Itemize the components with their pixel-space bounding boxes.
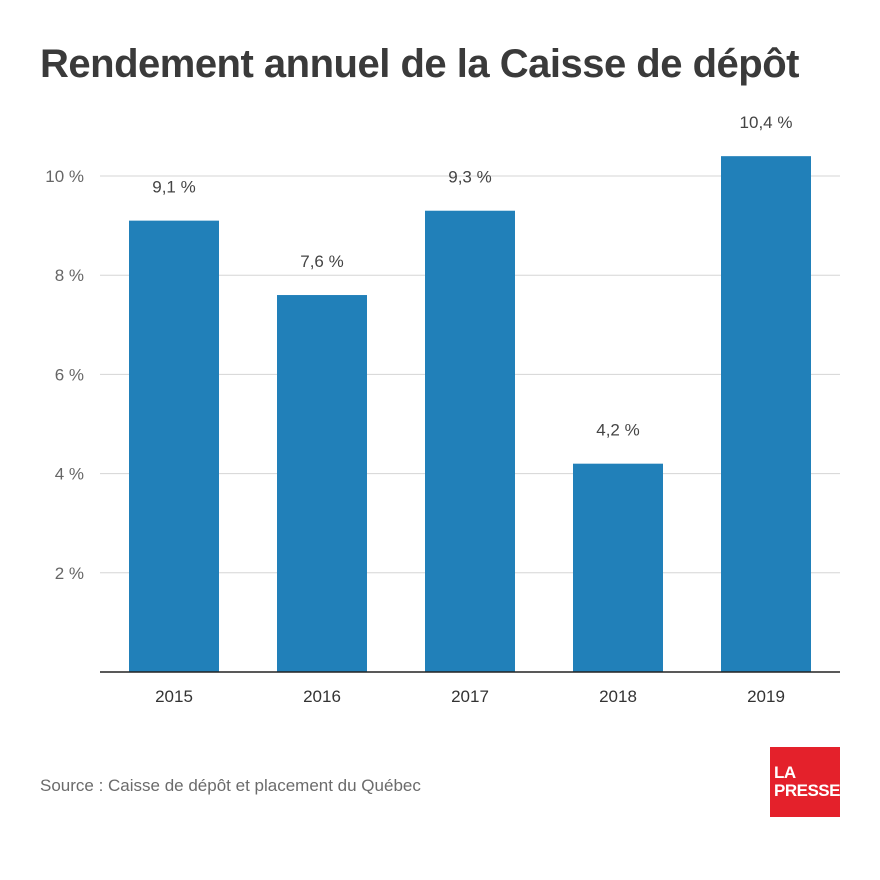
y-tick-label: 4 % (55, 465, 84, 484)
data-label: 4,2 % (596, 421, 639, 440)
la-presse-logo: LA PRESSE (770, 747, 840, 817)
logo-line-1: LA (774, 763, 796, 782)
data-label: 9,3 % (448, 168, 491, 187)
y-tick-label: 2 % (55, 564, 84, 583)
y-tick-label: 10 % (45, 167, 84, 186)
data-label: 7,6 % (300, 252, 343, 271)
x-category-label: 2019 (747, 687, 785, 706)
bar (721, 156, 811, 672)
x-category-label: 2017 (451, 687, 489, 706)
logo-line-2: PRESSE (774, 781, 840, 800)
bar (425, 210, 515, 672)
x-category-label: 2016 (303, 687, 341, 706)
bar (277, 295, 367, 672)
y-tick-label: 6 % (55, 365, 84, 384)
bar (129, 220, 219, 672)
bar (573, 463, 663, 672)
y-tick-label: 8 % (55, 266, 84, 285)
data-label: 9,1 % (152, 178, 195, 197)
chart-title: Rendement annuel de la Caisse de dépôt (40, 42, 799, 86)
source-note: Source : Caisse de dépôt et placement du… (40, 776, 421, 795)
x-category-label: 2015 (155, 687, 193, 706)
x-category-label: 2018 (599, 687, 637, 706)
data-label: 10,4 % (740, 113, 793, 132)
